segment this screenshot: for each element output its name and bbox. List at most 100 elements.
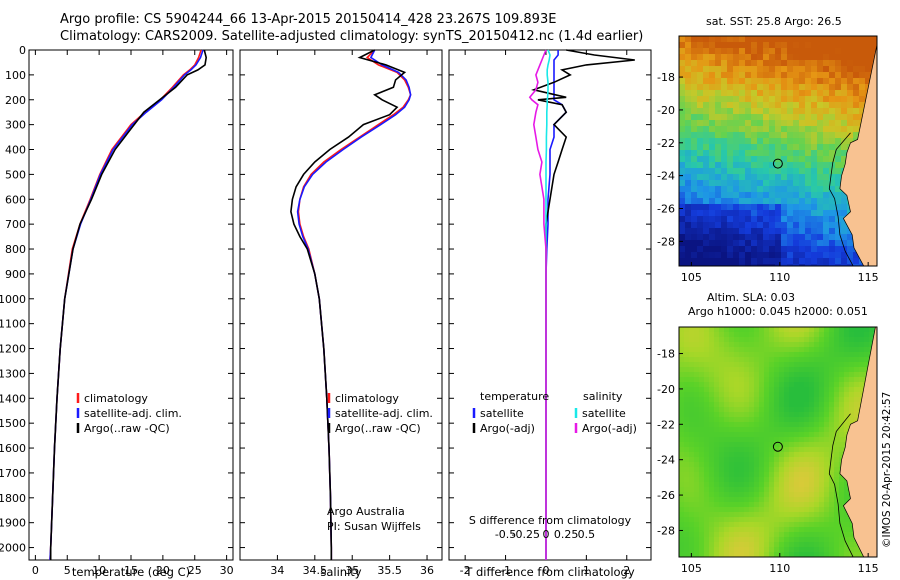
map-cell: [709, 497, 715, 503]
map-cell: [721, 168, 728, 175]
map-cell: [699, 547, 705, 553]
map-cell: [849, 362, 855, 368]
map-cell: [703, 90, 710, 97]
map-cell: [739, 387, 745, 393]
map-cell: [779, 402, 785, 408]
float-position-marker: [772, 441, 783, 452]
map-cell: [793, 132, 800, 139]
map-cell: [763, 264, 770, 266]
map-cell: [697, 36, 704, 43]
map-cell: [754, 467, 760, 473]
map-cell: [854, 547, 860, 553]
map-cell: [814, 517, 820, 523]
map-cell: [703, 180, 710, 187]
map-cell: [704, 447, 710, 453]
map-cell: [774, 337, 780, 343]
map-cell: [697, 186, 704, 193]
map-cell: [781, 258, 788, 265]
map-cell: [844, 552, 850, 557]
map-cell: [721, 120, 728, 127]
map-cell: [823, 114, 830, 121]
y-tick-label: 2000: [0, 542, 26, 555]
map-cell: [749, 457, 755, 463]
map-cell: [734, 462, 740, 468]
map-cell: [779, 382, 785, 388]
map-cell: [839, 482, 845, 488]
map-cell: [787, 54, 794, 61]
map-cell: [679, 48, 686, 55]
map-cell: [734, 492, 740, 498]
map-cell: [734, 337, 740, 343]
map-cell: [749, 452, 755, 458]
map-cell: [829, 258, 836, 265]
map-cell: [764, 397, 770, 403]
map-cell: [709, 234, 716, 241]
map-cell: [835, 36, 842, 43]
map-cell: [727, 216, 734, 223]
map-cell: [763, 246, 770, 253]
map-cell: [719, 502, 725, 508]
map-cell: [739, 452, 745, 458]
map-cell: [719, 462, 725, 468]
map-cell: [769, 114, 776, 121]
map-cell: [775, 48, 782, 55]
map-cell: [849, 387, 855, 393]
map-cell: [719, 447, 725, 453]
map-cell: [799, 222, 806, 229]
map-cell: [709, 36, 716, 43]
map-cell: [724, 367, 730, 373]
map-cell: [754, 397, 760, 403]
map-cell: [694, 502, 700, 508]
map-cell: [709, 204, 716, 211]
map-cell: [809, 492, 815, 498]
map-cell: [814, 532, 820, 538]
map-cell: [774, 397, 780, 403]
map-cell: [749, 487, 755, 493]
map-cell: [724, 337, 730, 343]
map-cell: [754, 367, 760, 373]
map-cell: [727, 228, 734, 235]
map-cell: [854, 417, 860, 423]
map-cell: [834, 472, 840, 478]
map-cell: [775, 72, 782, 79]
map-cell: [689, 417, 695, 423]
map-cell: [847, 66, 854, 73]
map-cell: [779, 327, 785, 333]
map-cell: [799, 327, 805, 333]
map-cell: [835, 174, 842, 181]
map-cell: [694, 387, 700, 393]
map-cell: [804, 387, 810, 393]
map-cell: [839, 552, 845, 557]
map-cell: [714, 537, 720, 543]
map-cell: [814, 477, 820, 483]
map-cell: [724, 457, 730, 463]
map-cell: [774, 442, 780, 448]
map-cell: [841, 48, 848, 55]
map-cell: [719, 362, 725, 368]
map-cell: [733, 174, 740, 181]
map-cell: [679, 132, 686, 139]
map-cell: [704, 347, 710, 353]
map-cell: [859, 102, 866, 109]
map-cell: [729, 377, 735, 383]
map-cell: [745, 84, 752, 91]
map-cell: [721, 216, 728, 223]
map-cell: [721, 150, 728, 157]
map-cell: [789, 387, 795, 393]
map-cell: [739, 264, 746, 266]
map-cell: [809, 452, 815, 458]
map-cell: [724, 412, 730, 418]
map-cell: [811, 78, 818, 85]
map-cell: [829, 382, 835, 388]
map-cell: [805, 156, 812, 163]
map-cell: [779, 342, 785, 348]
map-cell: [864, 327, 870, 333]
map-cell: [784, 407, 790, 413]
map-cell: [719, 492, 725, 498]
map-cell: [841, 120, 848, 127]
map-cell: [793, 42, 800, 49]
map-cell: [709, 542, 715, 548]
map-cell: [729, 542, 735, 548]
map-cell: [704, 387, 710, 393]
map-cell: [685, 264, 692, 266]
